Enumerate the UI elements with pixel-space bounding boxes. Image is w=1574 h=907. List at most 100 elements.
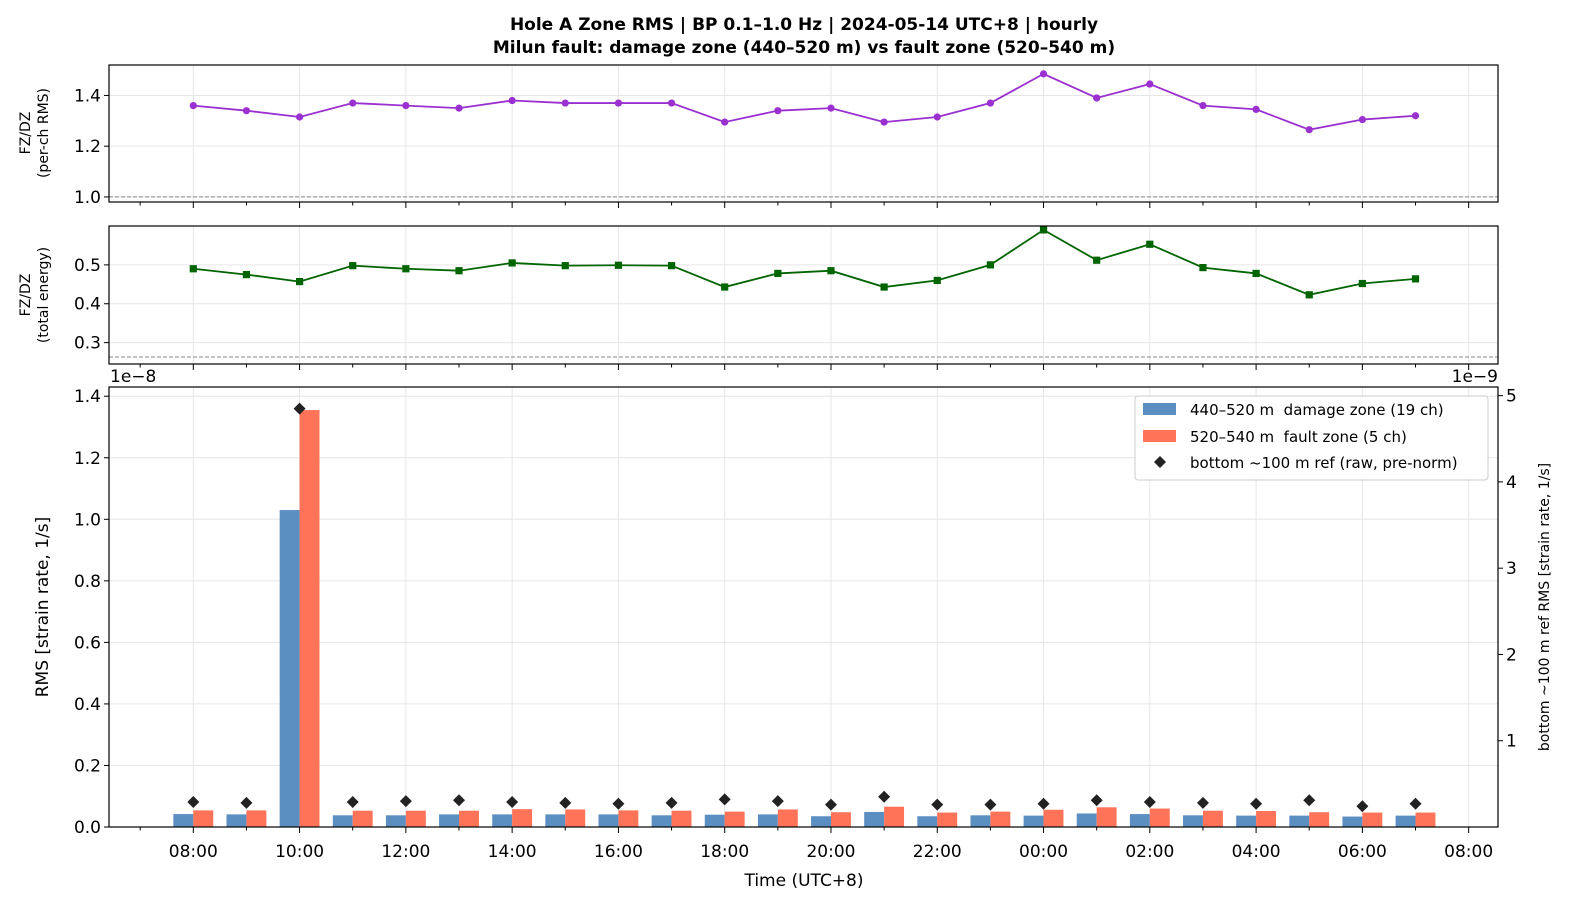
bottom-xtick-label: 06:00 (1338, 842, 1387, 862)
bar-fault-zone (1415, 812, 1436, 827)
point-bottom-ref (771, 795, 784, 808)
bar-damage-zone (492, 814, 513, 827)
bottom-xtick-label: 16:00 (594, 842, 643, 862)
bar-fault-zone (405, 810, 426, 827)
point-bottom-ref (1090, 794, 1103, 807)
bottom-xtick-label: 04:00 (1232, 842, 1281, 862)
middle-point (295, 277, 304, 286)
bottom-ytick-right-label: 3 (1506, 559, 1517, 579)
bottom-xtick-label: 08:00 (1444, 842, 1493, 862)
middle-point (1305, 291, 1313, 299)
bar-fault-zone (937, 812, 958, 827)
chart-title-line1: Hole A Zone RMS | BP 0.1–1.0 Hz | 2024-0… (510, 15, 1098, 35)
top-point (242, 107, 251, 115)
bar-damage-zone (811, 816, 831, 827)
top-point (667, 99, 676, 107)
point-bottom-ref (399, 795, 412, 808)
middle-series-line (193, 228, 1416, 296)
bottom-ytick-right-label: 5 (1506, 387, 1517, 407)
top-point (1146, 80, 1154, 88)
top-ylabel-line2: (per-ch RMS) (36, 88, 52, 178)
middle-point (721, 283, 729, 291)
middle-point (880, 283, 888, 291)
panel-top-ratio-rms: 1.0 1.2 1.4 (74, 64, 1499, 208)
top-point (1358, 115, 1366, 124)
bar-fault-zone (1043, 809, 1064, 827)
offset-label-right: 1e−9 (1452, 367, 1498, 387)
legend: 440–520 m damage zone (19 ch) 520–540 m … (1134, 395, 1489, 481)
bar-fault-zone (990, 811, 1011, 827)
chart-title-line2: Milun fault: damage zone (440–520 m) vs … (493, 38, 1115, 58)
middle-ytick-label: 0.5 (74, 256, 101, 276)
bottom-ytick-label: 1.0 (74, 510, 101, 530)
bar-fault-zone (830, 812, 851, 827)
bar-damage-zone (226, 814, 247, 827)
legend-swatch-fault-zone (1143, 430, 1176, 442)
bottom-ytick-right-label: 4 (1506, 473, 1517, 493)
point-bottom-ref (1409, 797, 1422, 810)
point-bottom-ref (718, 793, 731, 806)
top-point (561, 99, 569, 107)
top-point (402, 101, 410, 110)
bar-fault-zone (884, 806, 905, 827)
top-series-line (193, 72, 1416, 131)
middle-ylabel-line2: (total energy) (36, 247, 52, 343)
middle-point (827, 267, 835, 275)
bar-fault-zone (193, 810, 214, 827)
bar-fault-zone (777, 809, 798, 827)
bottom-ytick-label: 0.0 (74, 818, 101, 838)
middle-point (508, 259, 516, 267)
bottom-xtick-label: 18:00 (700, 842, 749, 862)
top-ylabel: FZ/DZ (per-ch RMS) (18, 88, 52, 178)
bar-damage-zone (1289, 815, 1310, 827)
bar-fault-zone (618, 810, 639, 827)
bottom-ylabel-right: bottom ~100 m ref RMS [strain rate, 1/s] (1537, 463, 1553, 751)
middle-point (1039, 226, 1048, 234)
bar-damage-zone (385, 815, 406, 827)
bar-fault-zone (459, 810, 479, 827)
bar-fault-zone (565, 809, 586, 827)
top-point (1039, 70, 1048, 78)
middle-point (1358, 279, 1366, 288)
top-ylabel-line1: FZ/DZ (18, 112, 34, 155)
bottom-xtick-label: 12:00 (381, 842, 430, 862)
bar-damage-zone (545, 814, 566, 827)
bar-fault-zone (1362, 812, 1383, 827)
bottom-xtick-label: 00:00 (1019, 842, 1068, 862)
middle-point (402, 265, 410, 273)
bar-damage-zone (1076, 813, 1097, 827)
top-ytick-label: 1.2 (74, 137, 101, 157)
point-bottom-ref (824, 798, 837, 811)
middle-point (1252, 269, 1260, 278)
top-point (349, 99, 357, 107)
offset-label-left: 1e−8 (110, 367, 156, 387)
bar-fault-zone (1096, 807, 1117, 827)
bottom-xtick-label: 20:00 (806, 842, 855, 862)
bottom-ytick-label: 0.6 (74, 633, 101, 653)
bar-fault-zone (512, 809, 533, 827)
bar-damage-zone (1023, 815, 1044, 827)
middle-ytick-label: 0.3 (74, 334, 101, 354)
bar-damage-zone (1395, 815, 1416, 827)
top-point (774, 107, 782, 115)
point-bottom-ref (1196, 796, 1209, 809)
middle-point (667, 262, 676, 270)
top-point (880, 118, 888, 126)
bar-fault-zone (299, 410, 320, 827)
middle-point (189, 265, 197, 273)
point-bottom-ref (1303, 794, 1316, 807)
bottom-ytick-label: 1.4 (74, 387, 101, 407)
middle-axes-frame (108, 225, 1499, 365)
panel-middle-ratio-energy: 0.3 0.4 0.5 (74, 225, 1499, 370)
bar-damage-zone (1236, 815, 1257, 827)
panel-bottom-rms-bars: 0.0 0.2 0.4 0.6 0.8 1.0 1.2 1.4 1 2 3 4 5 08:00 10:00 1… (74, 386, 1517, 862)
bar-damage-zone (864, 811, 885, 827)
point-bottom-ref (346, 795, 359, 808)
bottom-ytick-label: 0.8 (74, 572, 101, 592)
middle-point (1146, 240, 1154, 248)
bottom-ylabel: RMS [strain rate, 1/s] (33, 517, 53, 698)
middle-point (986, 261, 994, 269)
point-bottom-ref (559, 796, 572, 809)
bar-damage-zone (332, 815, 353, 827)
middle-ytick-label: 0.4 (74, 295, 101, 315)
